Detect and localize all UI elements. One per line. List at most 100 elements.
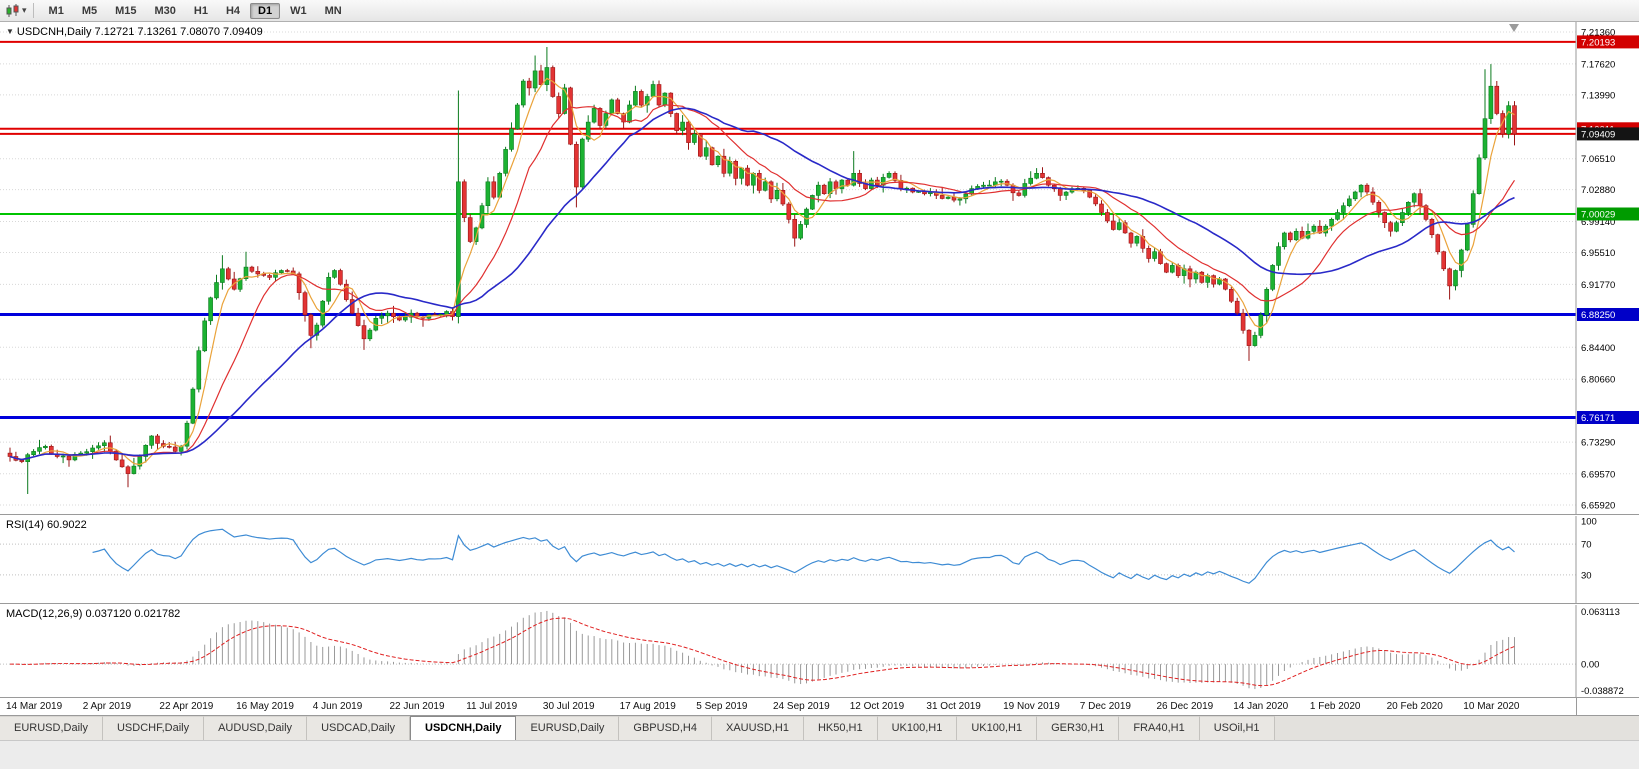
chart-tab-UK100-H1[interactable]: UK100,H1 bbox=[877, 716, 958, 740]
date-label: 22 Jun 2019 bbox=[389, 701, 445, 712]
macd-signal-line bbox=[10, 617, 1515, 687]
chart-tab-EURUSD-Daily[interactable]: EURUSD,Daily bbox=[516, 716, 620, 740]
chart-title: ▼ USDCNH,Daily 7.12721 7.13261 7.08070 7.… bbox=[6, 26, 263, 38]
price-badge: 7.09409 bbox=[1577, 127, 1639, 141]
price-badge: 6.88250 bbox=[1577, 308, 1639, 321]
svg-text:30: 30 bbox=[1581, 570, 1592, 581]
timeframe-button-M1[interactable]: M1 bbox=[48, 4, 64, 17]
date-label: 19 Nov 2019 bbox=[1003, 701, 1060, 712]
rsi-line bbox=[92, 528, 1515, 584]
date-label: 14 Jan 2020 bbox=[1233, 701, 1289, 712]
price-scale[interactable]: 7.21360 7.17620 7.13990 7.06510 7.02880 6.991… bbox=[1577, 28, 1639, 512]
date-label: 31 Oct 2019 bbox=[926, 701, 981, 712]
timeframe-button-W1[interactable]: W1 bbox=[290, 4, 307, 17]
price-scale-label: 6.99140 bbox=[1581, 217, 1615, 228]
toolbar-separator bbox=[32, 3, 34, 18]
date-label: 11 Jul 2019 bbox=[466, 701, 518, 712]
price-badge: 7.20193 bbox=[1577, 35, 1639, 49]
chart-type-dropdown-caret-icon[interactable]: ▾ bbox=[22, 5, 27, 15]
date-label: 24 Sep 2019 bbox=[773, 701, 830, 712]
candlesticks bbox=[7, 47, 1517, 494]
price-scale-label: 7.06510 bbox=[1581, 154, 1615, 165]
price-badge: 7.00029 bbox=[1577, 207, 1639, 221]
date-axis[interactable]: 14 Mar 2019 2 Apr 2019 22 Apr 2019 16 May 2… bbox=[0, 697, 1639, 715]
rsi-current-value: 60.9022 bbox=[46, 519, 87, 531]
macd-label: MACD(12,26,9) 0.037120 0.021782 bbox=[6, 608, 180, 620]
svg-text:0.00: 0.00 bbox=[1581, 660, 1599, 671]
timeframe-button-M15[interactable]: M15 bbox=[115, 4, 137, 17]
price-scale-label: 7.13990 bbox=[1581, 90, 1615, 101]
price-scale-label: 6.65920 bbox=[1581, 501, 1615, 512]
timeframe-button-H4[interactable]: H4 bbox=[225, 4, 241, 17]
rsi-name: RSI(14) bbox=[6, 519, 44, 531]
date-label: 1 Feb 2020 bbox=[1309, 701, 1361, 712]
svg-text:6.76171: 6.76171 bbox=[1581, 413, 1615, 424]
macd-chart[interactable]: 0.063113 0.00 -0.038872 bbox=[0, 605, 1639, 697]
chart-tab-AUDUSD-Daily[interactable]: AUDUSD,Daily bbox=[204, 716, 308, 740]
macd-histogram bbox=[15, 610, 1515, 690]
chart-ohlc: 7.12721 7.13261 7.08070 7.09409 bbox=[94, 26, 263, 38]
chart-tab-GBPUSD-H4[interactable]: GBPUSD,H4 bbox=[619, 716, 712, 740]
chart-tabbar: EURUSD,Daily USDCHF,Daily AUDUSD,Daily USDC… bbox=[0, 715, 1639, 740]
svg-text:7.00029: 7.00029 bbox=[1581, 210, 1615, 221]
ma-fast-line bbox=[9, 77, 1515, 466]
timeframe-button-MN[interactable]: MN bbox=[324, 4, 342, 17]
chart-tab-XAUUSD-H1[interactable]: XAUUSD,H1 bbox=[711, 716, 804, 740]
date-label: 2 Apr 2019 bbox=[82, 701, 132, 712]
date-label: 26 Dec 2019 bbox=[1156, 701, 1214, 712]
date-label: 20 Feb 2020 bbox=[1386, 701, 1443, 712]
rsi-chart[interactable]: 100 70 30 bbox=[0, 516, 1639, 603]
timeframe-toolbar: ▾ M1 M5 M15 M30 H1 H4 D1 W1 MN bbox=[0, 0, 1639, 22]
price-scale-label: 7.02880 bbox=[1581, 185, 1615, 196]
chart-tab-USDCNH-Daily[interactable]: USDCNH,Daily bbox=[410, 716, 517, 740]
rsi-panel[interactable]: RSI(14) 60.9022 100 70 30 bbox=[0, 514, 1639, 603]
timeframe-button-H1[interactable]: H1 bbox=[193, 4, 208, 17]
price-scale-label: 7.21360 bbox=[1581, 28, 1615, 39]
date-label: 10 Mar 2020 bbox=[1463, 701, 1520, 712]
timeframe-button-M5[interactable]: M5 bbox=[81, 4, 98, 17]
price-scale-label: 6.69570 bbox=[1581, 469, 1615, 480]
price-scale-label: 6.80660 bbox=[1581, 375, 1615, 386]
chart-title-marker-icon: ▼ bbox=[6, 27, 14, 36]
price-scale-label: 6.73290 bbox=[1581, 438, 1615, 449]
date-label: 12 Oct 2019 bbox=[849, 701, 905, 712]
price-badge: 6.76171 bbox=[1577, 411, 1639, 424]
date-label: 4 Jun 2019 bbox=[312, 701, 363, 712]
ma-slow-line bbox=[9, 107, 1515, 461]
date-label: 14 Mar 2019 bbox=[6, 701, 63, 712]
main-chart-panel[interactable]: ▼ USDCNH,Daily 7.12721 7.13261 7.08070 7.… bbox=[0, 22, 1639, 514]
window-bottom-strip bbox=[0, 740, 1639, 769]
date-label: 30 Jul 2019 bbox=[542, 701, 595, 712]
svg-text:70: 70 bbox=[1581, 540, 1592, 551]
chart-tab-EURUSD-Daily[interactable]: EURUSD,Daily bbox=[0, 716, 103, 740]
svg-text:7.20193: 7.20193 bbox=[1581, 37, 1615, 48]
chart-tab-UK100-H1[interactable]: UK100,H1 bbox=[957, 716, 1038, 740]
svg-text:100: 100 bbox=[1581, 516, 1597, 527]
chart-symbol: USDCNH,Daily bbox=[16, 26, 92, 38]
svg-text:0.063113: 0.063113 bbox=[1581, 607, 1620, 618]
chart-tab-GER30-H1[interactable]: GER30,H1 bbox=[1037, 716, 1120, 740]
scale-divider bbox=[1576, 698, 1577, 715]
timeframe-button-M30[interactable]: M30 bbox=[154, 4, 176, 17]
timeframe-buttons: M1 M5 M15 M30 H1 H4 D1 W1 MN bbox=[40, 2, 351, 19]
macd-name: MACD(12,26,9) bbox=[6, 608, 83, 620]
rsi-scale: 100 70 30 bbox=[1581, 516, 1597, 581]
horizontal-level-lines[interactable] bbox=[0, 40, 1576, 419]
chart-type-icon[interactable] bbox=[5, 3, 21, 18]
chart-tab-FRA40-H1[interactable]: FRA40,H1 bbox=[1119, 716, 1200, 740]
candlestick-chart[interactable]: 7.21360 7.17620 7.13990 7.06510 7.02880 6.991… bbox=[0, 22, 1639, 514]
chart-tab-HK50-H1[interactable]: HK50,H1 bbox=[803, 716, 878, 740]
date-label: 17 Aug 2019 bbox=[619, 701, 676, 712]
chart-tab-USOil-H1[interactable]: USOil,H1 bbox=[1199, 716, 1275, 740]
date-label: 22 Apr 2019 bbox=[159, 701, 214, 712]
svg-text:7.09409: 7.09409 bbox=[1581, 129, 1615, 140]
price-scale-label: 6.95510 bbox=[1581, 248, 1615, 259]
timeframe-button-D1[interactable]: D1 bbox=[250, 2, 281, 19]
svg-text:-0.038872: -0.038872 bbox=[1581, 686, 1624, 697]
price-scale-label: 7.17620 bbox=[1581, 59, 1615, 70]
chart-tab-USDCAD-Daily[interactable]: USDCAD,Daily bbox=[307, 716, 411, 740]
macd-panel[interactable]: MACD(12,26,9) 0.037120 0.021782 0.063113… bbox=[0, 603, 1639, 697]
ma-medium-line bbox=[9, 104, 1516, 461]
chart-tab-USDCHF-Daily[interactable]: USDCHF,Daily bbox=[102, 716, 205, 740]
